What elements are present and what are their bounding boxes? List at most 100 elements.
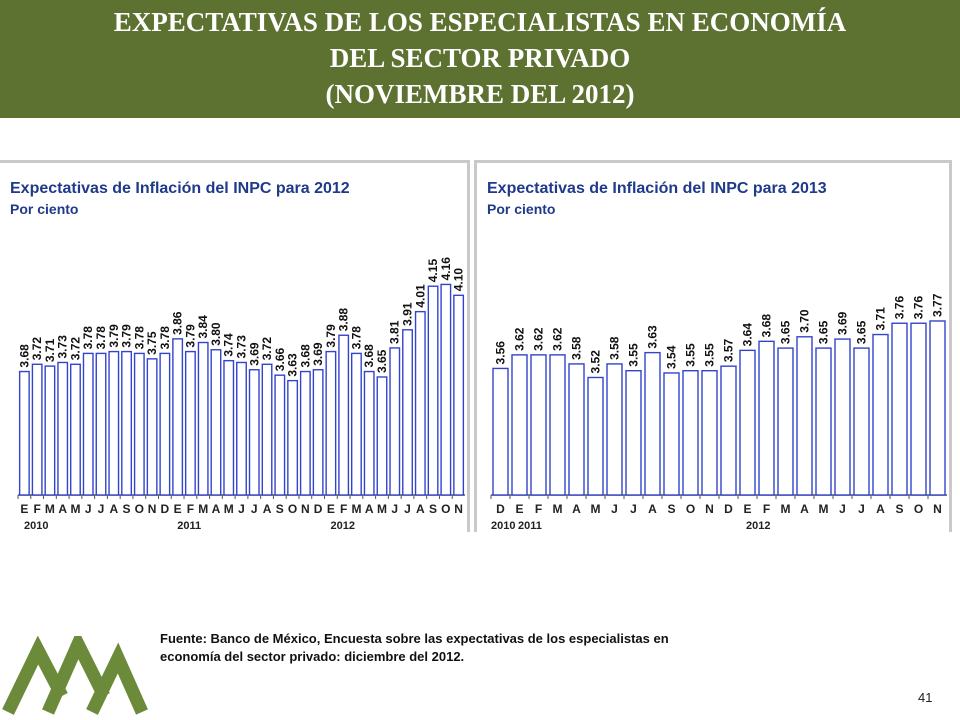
bar (70, 363, 81, 496)
bar (402, 329, 413, 496)
title-line-1: EXPECTATIVAS DE LOS ESPECIALISTAS EN ECO… (113, 7, 847, 37)
x-tick-label: F (535, 502, 542, 516)
bar (236, 361, 247, 496)
bar (108, 350, 120, 496)
x-tick-label: E (327, 502, 335, 516)
chart-title: Expectativas de Inflación del INPC para … (10, 180, 350, 197)
data-label: 3.76 (912, 296, 926, 320)
bar (440, 283, 452, 496)
data-label: 3.79 (324, 324, 338, 348)
bar (453, 294, 465, 496)
x-tick-label: D (496, 502, 505, 516)
data-label: 3.79 (183, 324, 197, 348)
header-banner: EXPECTATIVAS DE LOS ESPECIALISTAS EN ECO… (0, 0, 960, 118)
bar (338, 334, 350, 496)
x-tick-label: D (724, 502, 733, 516)
data-label: 3.55 (627, 343, 641, 367)
x-tick-label: O (441, 502, 450, 516)
bar (663, 372, 680, 496)
x-tick-label: J (404, 502, 411, 516)
data-label: 3.62 (513, 327, 527, 351)
bar (739, 349, 756, 496)
data-label: 3.91 (401, 302, 415, 326)
bar (18, 370, 30, 496)
data-label: 3.54 (665, 345, 679, 369)
x-tick-label: N (454, 502, 463, 516)
x-tick-label: D (161, 502, 170, 516)
x-tick-label: E (20, 502, 28, 516)
bar (872, 333, 889, 496)
bar (172, 338, 184, 496)
data-label: 3.72 (30, 337, 44, 361)
data-label: 3.76 (893, 296, 907, 320)
bar (299, 370, 311, 496)
bar (210, 349, 222, 496)
data-label: 3.62 (551, 327, 565, 351)
data-label: 3.65 (817, 320, 831, 344)
data-label: 3.69 (247, 342, 261, 366)
x-tick-label: A (212, 502, 221, 516)
x-tick-label: A (572, 502, 581, 516)
bar (82, 352, 94, 496)
x-tick-label: N (933, 502, 942, 516)
data-label: 3.77 (931, 293, 945, 317)
bar (223, 359, 235, 496)
data-label: 4.10 (452, 268, 466, 292)
data-label: 3.73 (56, 335, 70, 359)
data-label: 3.69 (836, 311, 850, 335)
x-tick-label: F (763, 502, 770, 516)
data-label: 3.52 (589, 350, 603, 374)
data-label: 3.66 (273, 347, 287, 371)
x-tick-label: A (58, 502, 67, 516)
x-tick-label: S (123, 502, 131, 516)
page-number: 41 (918, 690, 933, 705)
bar (910, 322, 927, 496)
data-label: 4.16 (439, 257, 453, 281)
bar (133, 352, 145, 496)
bar (261, 363, 273, 496)
data-label: 3.80 (209, 322, 223, 346)
year-label: 2010 (24, 520, 48, 532)
bar (31, 363, 43, 496)
data-label: 3.84 (196, 315, 210, 339)
chart-panel-2013: Expectativas de Inflación del INPC para … (474, 160, 952, 532)
x-tick-label: F (340, 502, 347, 516)
x-tick-label: M (781, 502, 791, 516)
x-tick-label: E (743, 502, 751, 516)
bar (376, 376, 388, 496)
x-tick-label: E (515, 502, 523, 516)
bar (197, 341, 209, 496)
bar (625, 369, 642, 496)
bar (248, 369, 260, 496)
page-title: EXPECTATIVAS DE LOS ESPECIALISTAS EN ECO… (0, 4, 960, 112)
data-label: 3.68 (298, 344, 312, 368)
x-tick-label: M (553, 502, 563, 516)
data-label: 3.65 (375, 349, 389, 373)
chart-panel-2012: Expectativas de Inflación del INPC para … (0, 160, 470, 532)
data-label: 4.01 (413, 284, 427, 308)
x-tick-label: A (416, 502, 425, 516)
x-tick-label: A (648, 502, 657, 516)
data-label: 3.73 (235, 335, 249, 359)
x-tick-label: J (858, 502, 865, 516)
bar (682, 369, 699, 496)
bar (492, 367, 509, 496)
bar (159, 352, 171, 496)
bar (363, 370, 375, 496)
data-label: 3.72 (260, 337, 274, 361)
x-tick-label: J (630, 502, 637, 516)
x-tick-label: M (224, 502, 234, 516)
bar (929, 320, 946, 496)
data-label: 3.78 (158, 326, 172, 350)
bar (587, 376, 604, 496)
bar (274, 374, 286, 496)
data-label: 3.74 (222, 333, 236, 357)
bar (834, 338, 851, 496)
bar (891, 322, 908, 496)
data-label: 3.68 (17, 344, 31, 368)
data-label: 3.78 (81, 326, 95, 350)
chart-2012: Expectativas de Inflación del INPC para … (10, 180, 466, 532)
data-label: 3.69 (311, 342, 325, 366)
data-label: 3.71 (874, 307, 888, 331)
x-tick-label: J (98, 502, 105, 516)
